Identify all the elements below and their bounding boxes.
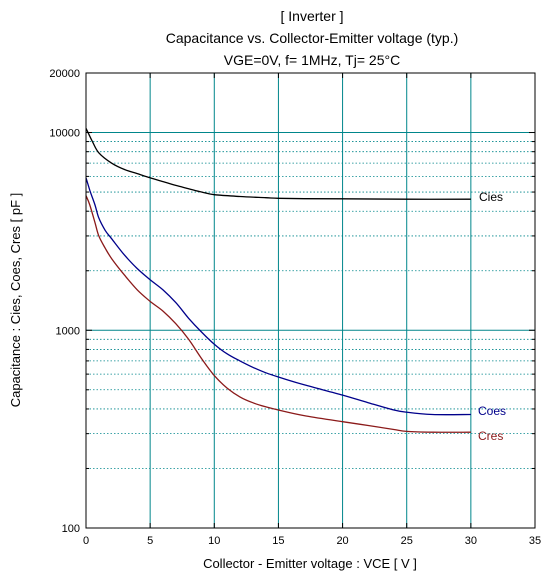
label-cies: Cies <box>479 190 503 204</box>
chart-title-line-2: Capacitance vs. Collector-Emitter voltag… <box>166 30 459 46</box>
x-tick-label: 5 <box>147 535 153 547</box>
x-tick-label: 0 <box>83 535 89 547</box>
grid-lines <box>86 73 535 528</box>
axis-ticks: 0 5 10 15 20 25 30 35 100 1000 10000 20000 <box>49 68 541 547</box>
label-coes: Coes <box>478 404 506 418</box>
label-cres: Cres <box>478 429 503 443</box>
y-tick-label: 1000 <box>56 325 80 337</box>
series-line-coes <box>85 177 471 416</box>
data-series <box>85 128 471 433</box>
y-tick-label: 100 <box>62 523 80 535</box>
x-tick-label: 15 <box>272 535 284 547</box>
chart-title-line-1: [ Inverter ] <box>280 8 343 24</box>
y-axis-label: Capacitance : Cies, Coes, Cres [ pF ] <box>8 193 23 408</box>
x-tick-label: 20 <box>336 535 348 547</box>
y-tick-label: 20000 <box>49 68 80 80</box>
chart-title-line-3: VGE=0V, f= 1MHz, Tj= 25°C <box>224 52 400 68</box>
series-line-cres <box>85 195 471 433</box>
x-tick-label: 30 <box>465 535 477 547</box>
x-axis-label: Collector - Emitter voltage : VCE [ V ] <box>203 556 417 571</box>
x-tick-label: 25 <box>401 535 413 547</box>
plot-frame <box>85 72 536 529</box>
x-tick-label: 10 <box>208 535 220 547</box>
series-line-cies <box>85 128 471 200</box>
x-tick-label: 35 <box>529 535 541 547</box>
y-tick-label: 10000 <box>49 128 80 140</box>
